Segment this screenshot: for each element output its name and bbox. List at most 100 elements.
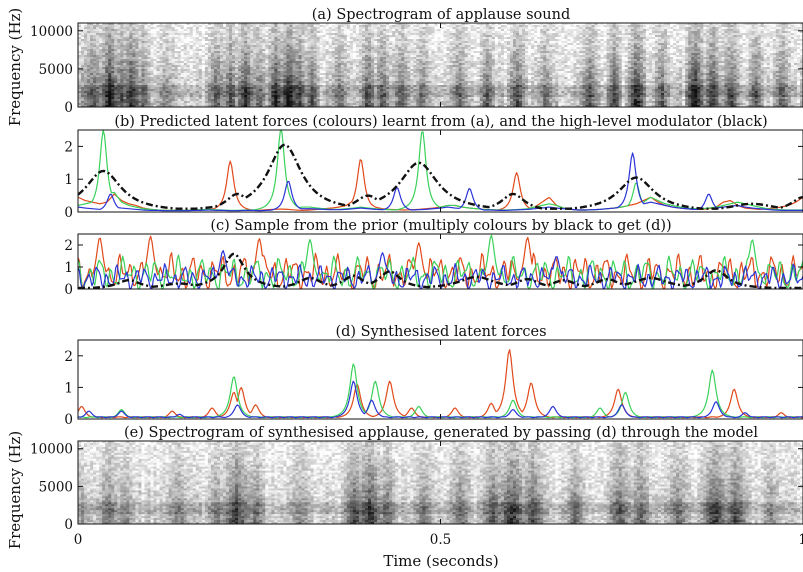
heatmap-cell	[229, 101, 233, 104]
heatmap-cell	[210, 95, 215, 98]
heatmap-cell	[289, 55, 293, 58]
heatmap-cell	[195, 101, 200, 104]
heatmap-cell	[189, 83, 194, 86]
heatmap-cell	[259, 87, 263, 90]
heatmap-cell	[192, 91, 197, 94]
heatmap-cell	[165, 67, 169, 70]
heatmap-cell	[395, 99, 399, 102]
heatmap-cell	[126, 83, 130, 86]
heatmap-cell	[192, 97, 197, 100]
heatmap-cell	[343, 71, 348, 74]
heatmap-cell	[241, 103, 245, 106]
heatmap-cell	[364, 89, 369, 92]
heatmap-cell	[262, 65, 266, 68]
heatmap-cell	[265, 81, 269, 84]
heatmap-cell	[171, 71, 175, 74]
heatmap-cell	[401, 59, 405, 62]
heatmap-cell	[153, 39, 157, 42]
heatmap-cell	[192, 53, 197, 56]
heatmap-cell	[123, 63, 127, 66]
heatmap-cell	[328, 87, 333, 90]
heatmap-cell	[120, 85, 124, 88]
heatmap-cell	[313, 49, 317, 52]
heatmap-cell	[425, 83, 429, 86]
heatmap-cell	[328, 23, 333, 26]
heatmap-cell	[186, 45, 191, 48]
heatmap-cell	[171, 45, 175, 48]
heatmap-cell	[129, 35, 133, 38]
heatmap-cell	[343, 65, 348, 68]
heatmap-cell	[250, 105, 254, 107]
heatmap-cell	[358, 49, 363, 52]
heatmap-cell	[401, 103, 405, 106]
heatmap-cell	[78, 105, 82, 107]
heatmap-cell	[253, 93, 257, 96]
heatmap-cell	[358, 85, 363, 88]
heatmap-cell	[186, 79, 191, 82]
heatmap-cell	[171, 61, 175, 64]
heatmap-cell	[337, 41, 342, 44]
heatmap-cell	[425, 97, 429, 100]
heatmap-cell	[259, 69, 263, 72]
heatmap-cell	[383, 69, 387, 72]
heatmap-cell	[301, 25, 305, 28]
heatmap-cell	[153, 59, 157, 62]
heatmap-cell	[141, 37, 145, 40]
heatmap-cell	[180, 49, 185, 52]
heatmap-cell	[274, 23, 278, 26]
heatmap-cell	[377, 85, 381, 88]
heatmap-cell	[189, 85, 194, 88]
heatmap-cell	[168, 53, 172, 56]
heatmap-cell	[150, 73, 154, 76]
heatmap-cell	[364, 51, 369, 54]
heatmap-cell	[280, 89, 284, 92]
heatmap-cell	[301, 77, 305, 80]
heatmap-cell	[189, 81, 194, 84]
heatmap-cell	[156, 31, 160, 34]
heatmap-cell	[325, 81, 330, 84]
heatmap-cell	[201, 93, 206, 96]
heatmap-cell	[316, 45, 320, 48]
heatmap-cell	[428, 23, 432, 26]
heatmap-cell	[141, 97, 145, 100]
panel-e-title: (e) Spectrogram of synthesised applause,…	[124, 425, 758, 441]
heatmap-cell	[259, 65, 263, 68]
heatmap-cell	[337, 31, 342, 34]
heatmap-cell	[389, 89, 393, 92]
heatmap-cell	[431, 75, 435, 78]
heatmap-cell	[84, 75, 88, 78]
heatmap-cell	[389, 27, 393, 30]
heatmap-cell	[192, 31, 197, 34]
heatmap-cell	[129, 43, 133, 46]
heatmap-cell	[244, 45, 248, 48]
heatmap-cell	[271, 93, 275, 96]
heatmap-cell	[186, 65, 191, 68]
heatmap-cell	[431, 93, 435, 96]
heatmap-cell	[132, 101, 136, 104]
heatmap-cell	[389, 79, 393, 82]
heatmap-cell	[319, 43, 323, 46]
heatmap-cell	[174, 105, 178, 107]
heatmap-cell	[180, 85, 185, 88]
heatmap-cell	[213, 23, 218, 26]
heatmap-cell	[331, 61, 336, 64]
heatmap-cell	[343, 77, 348, 80]
heatmap-cell	[235, 79, 239, 82]
heatmap-cell	[174, 45, 178, 48]
heatmap-cell	[229, 23, 233, 26]
heatmap-cell	[392, 57, 396, 60]
heatmap-cell	[319, 45, 323, 48]
heatmap-cell	[340, 51, 345, 54]
heatmap-cell	[289, 77, 293, 80]
heatmap-cell	[226, 93, 230, 96]
heatmap-cell	[289, 87, 293, 90]
heatmap-cell	[141, 43, 145, 46]
heatmap-cell	[313, 79, 317, 82]
heatmap-cell	[352, 55, 357, 58]
heatmap-cell	[162, 97, 166, 100]
heatmap-cell	[108, 55, 112, 58]
heatmap-cell	[129, 97, 133, 100]
heatmap-cell	[422, 69, 426, 72]
heatmap-cell	[111, 67, 115, 70]
heatmap-cell	[244, 51, 248, 54]
